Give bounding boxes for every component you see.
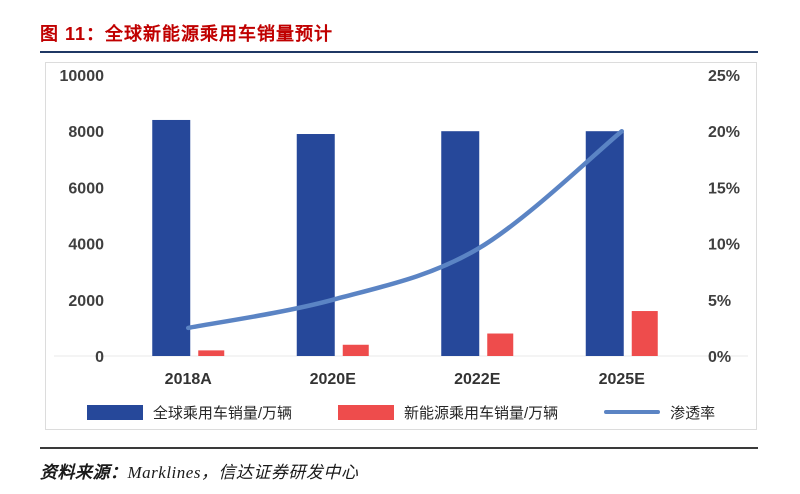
legend-item: 渗透率 [604, 402, 715, 423]
penetration-rate-line [186, 128, 624, 331]
bar-secondary [342, 344, 369, 356]
source-value: Marklines，信达证券研发中心 [127, 463, 359, 482]
left-axis-tick: 8000 [68, 124, 104, 141]
left-axis-tick: 6000 [68, 180, 104, 197]
chart-area: 0 2000 4000 6000 8000 10000 0% 5% 10% 15% 20% 25% 20… [45, 62, 757, 430]
bar-primary [441, 131, 480, 356]
title-divider [40, 51, 758, 53]
bar-primary [585, 131, 624, 356]
left-axis-tick: 4000 [68, 237, 104, 254]
x-axis-category-label: 2022E [454, 371, 501, 388]
chart-legend: 全球乘用车销量/万辆 新能源乘用车销量/万辆 渗透率 [46, 400, 756, 424]
legend-bar-marker [337, 404, 394, 420]
source-label: 资料来源： [40, 463, 128, 482]
bar-secondary [631, 311, 658, 356]
x-axis-category-label: 2020E [310, 371, 357, 388]
right-axis-tick: 10% [708, 237, 740, 254]
legend-item: 新能源乘用车销量/万辆 [337, 402, 559, 423]
figure-title: 图 11：全球新能源乘用车销量预计 [40, 24, 334, 44]
bar-secondary [487, 333, 514, 356]
legend-label: 渗透率 [670, 404, 716, 422]
left-axis-tick: 10000 [60, 68, 105, 85]
right-axis-tick: 20% [708, 124, 740, 141]
legend-item: 全球乘用车销量/万辆 [86, 402, 292, 423]
left-axis-tick: 2000 [68, 293, 104, 310]
left-axis-tick: 0 [95, 349, 104, 366]
chart-canvas: 0 2000 4000 6000 8000 10000 0% 5% 10% 15% 20% 25% 20… [54, 68, 748, 388]
x-axis-category-label: 2025E [599, 371, 646, 388]
bar-primary [296, 134, 335, 356]
right-axis-tick: 15% [708, 180, 740, 197]
x-axis-category-label: 2018A [165, 371, 213, 388]
legend-line-marker [604, 410, 661, 414]
bar-primary [152, 119, 191, 357]
right-axis-tick: 25% [708, 68, 740, 85]
source-note: 资料来源：Marklines，信达证券研发中心 [40, 458, 358, 483]
right-axis-tick: 0% [708, 349, 731, 366]
legend-bar-marker [86, 404, 143, 420]
footer-divider [40, 447, 758, 449]
right-axis-tick: 5% [708, 293, 731, 310]
bar-secondary [198, 350, 225, 356]
legend-label: 新能源乘用车销量/万辆 [403, 404, 559, 422]
legend-label: 全球乘用车销量/万辆 [152, 404, 292, 422]
